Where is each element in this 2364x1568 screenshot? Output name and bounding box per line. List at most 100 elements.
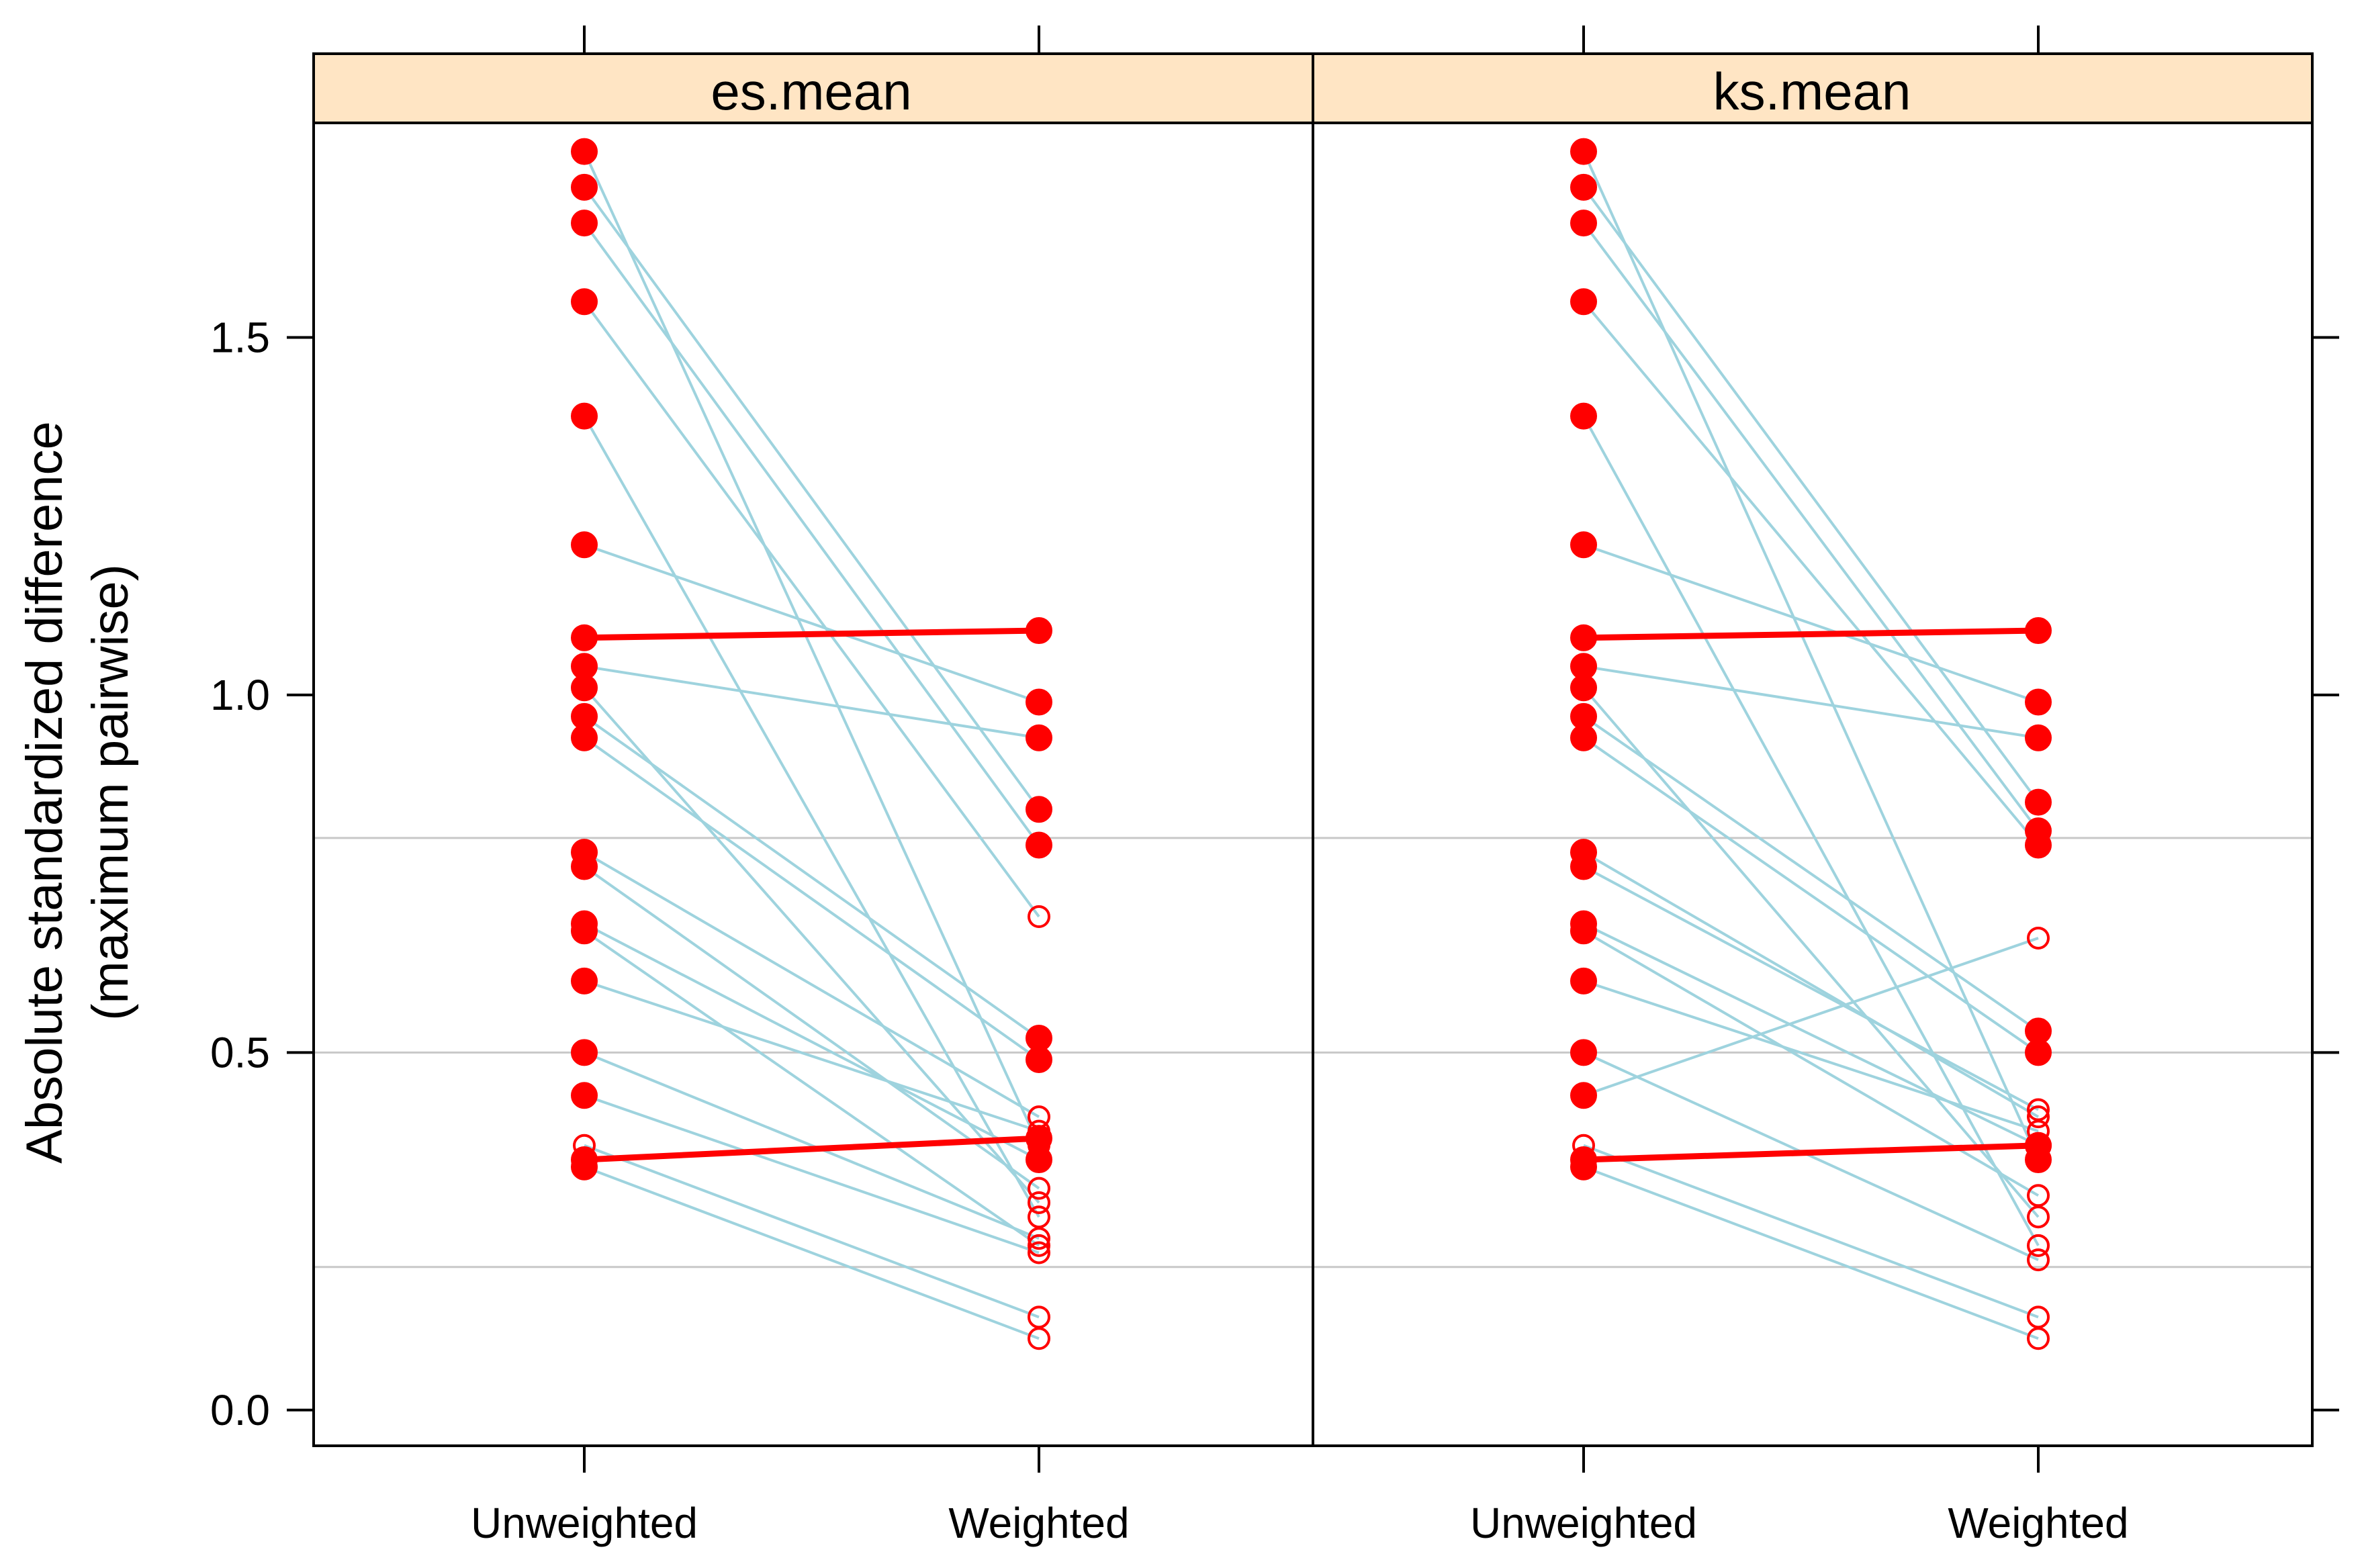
point-unweighted-significant [1570, 531, 1597, 559]
axes: 0.0 0.5 1.0 1.5 [210, 26, 2339, 1473]
pair-line [1583, 543, 2039, 704]
point-weighted-significant [1026, 1046, 1052, 1073]
point-unweighted-significant [571, 531, 598, 559]
point-weighted-significant [2025, 617, 2052, 645]
x-tick-label-unweighted-left: Unweighted [471, 1499, 698, 1547]
pair-line [1582, 186, 2040, 803]
point-unweighted-significant [1570, 138, 1597, 165]
points [571, 138, 2052, 1350]
y-axis-label-line2: (maximum pairwise) [82, 564, 139, 1021]
point-unweighted-significant [1570, 1153, 1597, 1181]
pair-line [1583, 937, 2039, 1097]
pair-line [583, 929, 1040, 1247]
pair-line [1582, 929, 2040, 1197]
point-weighted-nonsignificant [1028, 1177, 1050, 1200]
pair-line [583, 222, 1040, 846]
panel-strip [312, 52, 1314, 124]
point-weighted-nonsignificant [1028, 1241, 1050, 1264]
highlight-line [1583, 627, 2039, 641]
pair-line [1582, 150, 2040, 1160]
point-weighted-significant [2025, 1039, 2052, 1066]
pair-line [584, 1144, 1040, 1319]
point-unweighted-significant [1570, 967, 1597, 995]
point-unweighted-significant [1570, 1082, 1597, 1109]
point-weighted-significant [2025, 724, 2052, 751]
point-unweighted-significant [571, 402, 598, 430]
pair-line [1583, 1051, 2039, 1261]
pair-line [584, 1094, 1040, 1254]
pair-line [1582, 300, 2040, 846]
y-tick-label: 1.0 [210, 671, 270, 719]
pair-line [584, 979, 1040, 1133]
point-weighted-nonsignificant [2027, 926, 2050, 950]
y-tick-label: 0.5 [210, 1028, 270, 1076]
point-unweighted-significant [571, 138, 598, 165]
point-unweighted-significant [571, 674, 598, 702]
pair-line [584, 665, 1040, 739]
pair-line [1583, 922, 2039, 1147]
panel-title-ks-mean: ks.mean [1713, 62, 1911, 121]
y-tick-label: 1.5 [210, 313, 270, 361]
point-weighted-nonsignificant [1028, 1234, 1050, 1257]
highlight-line [584, 1135, 1040, 1163]
pair-line [1582, 715, 2040, 1033]
point-weighted-significant [1026, 831, 1052, 859]
point-unweighted-significant [571, 967, 598, 995]
point-unweighted-significant [571, 917, 598, 945]
pair-line [1583, 1165, 2039, 1340]
y-axis-label-line1: Absolute standardized difference [16, 421, 73, 1164]
point-weighted-significant [1026, 796, 1052, 823]
pair-line [583, 301, 1040, 918]
point-weighted-significant [1026, 617, 1052, 645]
x-tick-label-weighted-right: Weighted [1948, 1499, 2128, 1547]
point-unweighted-significant [1570, 853, 1597, 880]
point-unweighted-significant [1570, 917, 1597, 945]
point-unweighted-significant [571, 624, 598, 651]
point-unweighted-significant [1570, 624, 1597, 651]
point-unweighted-significant [571, 1153, 598, 1181]
reference-lines [314, 837, 2312, 1269]
pair-line [584, 1165, 1040, 1340]
pair-line [1583, 865, 2039, 1111]
point-unweighted-significant [1570, 173, 1597, 201]
pair-line [583, 186, 1040, 811]
point-weighted-significant [1026, 1125, 1052, 1152]
highlight-lines [584, 627, 2039, 1163]
pair-line [583, 686, 1040, 1204]
point-unweighted-significant [1570, 288, 1597, 316]
point-unweighted-significant [571, 1039, 598, 1066]
pair-line [583, 415, 1040, 1218]
pair-line [1582, 686, 2040, 1218]
point-weighted-significant [2025, 788, 2052, 816]
pair-line [1583, 1144, 2039, 1319]
pair-line [583, 715, 1040, 1040]
point-unweighted-significant [1570, 1039, 1597, 1066]
point-unweighted-significant [571, 288, 598, 316]
pair-lines [583, 150, 2040, 1340]
highlight-line [1583, 1142, 2039, 1163]
point-unweighted-significant [571, 210, 598, 237]
panel-frames [312, 52, 2314, 1447]
panel-title-es-mean: es.mean [711, 62, 911, 121]
pair-line [1583, 665, 2039, 739]
point-weighted-significant [1026, 688, 1052, 716]
point-unweighted-significant [1570, 402, 1597, 430]
point-unweighted-significant [1570, 210, 1597, 237]
point-unweighted-significant [571, 1082, 598, 1109]
pair-line [584, 543, 1040, 704]
x-tick-label-unweighted-right: Unweighted [1470, 1499, 1697, 1547]
pair-line [583, 737, 1040, 1061]
pair-line [584, 1051, 1040, 1240]
point-weighted-nonsignificant [2027, 1184, 2050, 1207]
point-weighted-significant [2025, 1132, 2052, 1159]
panel-border [1312, 122, 2314, 1447]
pair-line [583, 851, 1040, 1118]
point-unweighted-significant [571, 853, 598, 880]
point-weighted-nonsignificant [2027, 1234, 2050, 1257]
y-tick-label: 0.0 [210, 1386, 270, 1434]
point-weighted-nonsignificant [2027, 1327, 2050, 1350]
point-weighted-significant [1026, 724, 1052, 751]
highlight-line [584, 627, 1040, 641]
